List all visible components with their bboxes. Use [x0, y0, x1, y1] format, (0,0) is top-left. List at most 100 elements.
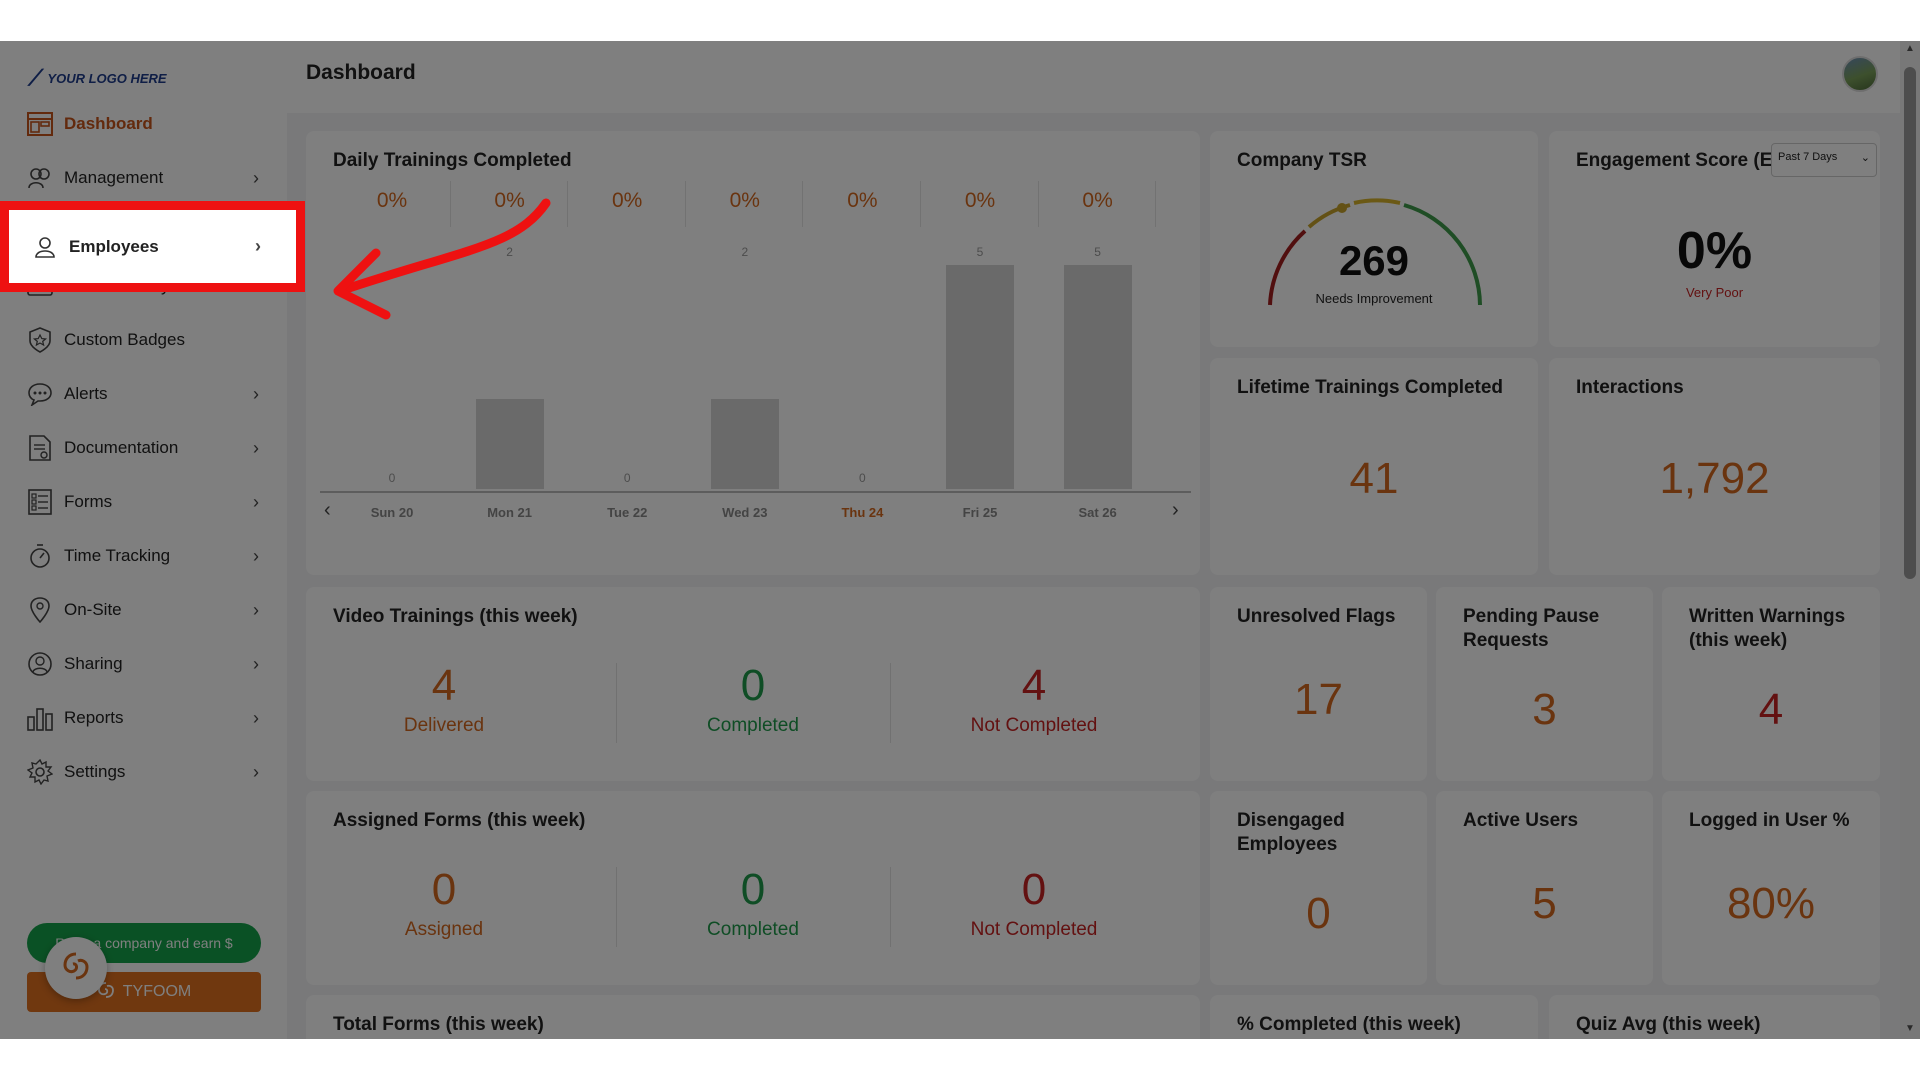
- tutorial-arrow-icon: [333, 198, 551, 320]
- sidebar-item-forms[interactable]: Forms ›: [0, 475, 287, 529]
- flags-value: 17: [1294, 675, 1343, 724]
- form-icon: [26, 488, 54, 516]
- sidebar-item-documentation[interactable]: Documentation ›: [0, 421, 287, 475]
- x-tick-label[interactable]: Sun 20: [370, 505, 414, 520]
- location-pin-icon: [26, 596, 54, 624]
- card-title: Daily Trainings Completed: [333, 150, 572, 171]
- chevron-right-icon: ›: [253, 384, 259, 404]
- card-title: Logged in User %: [1689, 810, 1850, 831]
- unresolved-flags-card: Unresolved Flags 17: [1210, 587, 1427, 781]
- bar[interactable]: [1063, 265, 1132, 489]
- tsr-label: Needs Improvement: [1315, 291, 1433, 306]
- top-bar: Dashboard: [287, 41, 1920, 113]
- sidebar-item-label: Management: [64, 168, 164, 187]
- x-tick-label[interactable]: Tue 22: [607, 505, 648, 520]
- company-logo[interactable]: ⟋ YOUR LOGO HERE: [28, 65, 167, 91]
- chevron-right-icon: ›: [253, 492, 259, 512]
- logo-text: YOUR LOGO HERE: [47, 70, 167, 86]
- card-title: Active Users: [1463, 810, 1579, 831]
- sidebar-item-dashboard[interactable]: Dashboard: [0, 97, 287, 151]
- chevron-right-icon: ›: [253, 654, 259, 674]
- logged-in-value: 80%: [1726, 879, 1816, 928]
- avatar[interactable]: [1842, 56, 1878, 92]
- sidebar-item-custom-badges[interactable]: Custom Badges: [0, 313, 287, 367]
- card-title: Total Forms (this week): [333, 1014, 544, 1035]
- sidebar-item-label: Forms: [64, 492, 113, 511]
- sidebar-item-label: Reports: [64, 708, 124, 727]
- bar-value-label: 2: [741, 245, 749, 259]
- bar[interactable]: [946, 265, 1014, 489]
- card-title: Pending Pause Requests: [1463, 606, 1600, 651]
- sidebar: ⟋ YOUR LOGO HERE Dashboard Management ›: [0, 41, 287, 1039]
- sidebar-item-alerts[interactable]: Alerts ›: [0, 367, 287, 421]
- chevron-right-icon: ›: [253, 708, 259, 728]
- bar-value-label: 5: [1094, 245, 1101, 259]
- sidebar-item-time-tracking[interactable]: Time Tracking ›: [0, 529, 287, 583]
- warnings-value: 4: [1758, 685, 1784, 734]
- sidebar-item-label: Sharing: [64, 654, 123, 673]
- engagement-card: Engagement Score (E Past 7 Days ⌄ 0% Ver…: [1549, 131, 1880, 347]
- stat-divider: [616, 867, 617, 947]
- page-scrollbar[interactable]: ▲ ▼: [1900, 41, 1920, 1039]
- x-tick-label[interactable]: Sat 26: [1078, 505, 1117, 520]
- chart-axis: [320, 491, 1191, 493]
- bar-value-label: 5: [976, 245, 984, 259]
- sidebar-item-label: Custom Badges: [64, 330, 185, 349]
- engagement-value: 0%: [1676, 222, 1753, 280]
- users-icon: [26, 164, 54, 192]
- x-tick-label[interactable]: Thu 24: [841, 505, 884, 520]
- sidebar-item-settings[interactable]: Settings ›: [0, 745, 287, 799]
- percent-divider: [920, 181, 921, 227]
- pause-value: 3: [1532, 685, 1557, 734]
- sidebar-item-reports[interactable]: Reports ›: [0, 691, 287, 745]
- sidebar-item-management[interactable]: Management ›: [0, 151, 287, 205]
- assigned-forms-card: Assigned Forms (this week) 0 Assigned 0 …: [306, 791, 1200, 985]
- tyfoom-logo-icon: [61, 951, 91, 986]
- stat-divider: [890, 663, 891, 743]
- percent-label: 0%: [1082, 189, 1113, 212]
- not-completed-label: Not Completed: [970, 715, 1098, 736]
- highlighted-label: Employees: [69, 236, 159, 256]
- gear-icon: [26, 758, 54, 786]
- engagement-label: Very Poor: [1685, 285, 1744, 300]
- x-tick-label[interactable]: Mon 21: [487, 505, 532, 520]
- x-tick-label[interactable]: Fri 25: [962, 505, 998, 520]
- bar[interactable]: [475, 399, 544, 489]
- percent-divider: [684, 181, 686, 227]
- lifetime-value: 41: [1349, 454, 1399, 503]
- interactions-card: Interactions 1,792: [1549, 358, 1880, 575]
- sidebar-item-sharing[interactable]: Sharing ›: [0, 637, 287, 691]
- sidebar-item-on-site[interactable]: On-Site ›: [0, 583, 287, 637]
- page-title: Dashboard: [306, 61, 416, 84]
- not-completed-value: 4: [1021, 661, 1047, 710]
- help-chat-button[interactable]: [45, 937, 107, 999]
- app-frame: ⟋ YOUR LOGO HERE Dashboard Management ›: [0, 41, 1920, 1039]
- forms-completed-label: Completed: [707, 919, 799, 940]
- date-range-select[interactable]: Past 7 Days ⌄: [1771, 143, 1877, 177]
- sidebar-item-label: On-Site: [64, 600, 122, 619]
- card-title: Quiz Avg (this week): [1576, 1014, 1761, 1035]
- written-warnings-card: Written Warnings (this week) 4: [1662, 587, 1880, 781]
- x-tick-label[interactable]: Wed 23: [722, 505, 768, 520]
- card-title: Unresolved Flags: [1237, 606, 1396, 627]
- forms-not-completed-value: 0: [1021, 865, 1047, 914]
- scrollbar-thumb[interactable]: [1904, 67, 1916, 579]
- percent-label: 0%: [964, 189, 996, 212]
- forms-not-completed-label: Not Completed: [970, 919, 1098, 940]
- percent-divider: [802, 181, 804, 227]
- chevron-right-icon: ›: [253, 762, 259, 782]
- video-trainings-card: Video Trainings (this week) 4 Delivered …: [306, 587, 1200, 781]
- bar[interactable]: [710, 399, 779, 489]
- assigned-label: Assigned: [404, 919, 484, 940]
- scroll-down-icon[interactable]: ▼: [1905, 1023, 1915, 1034]
- highlighted-sidebar-item-employees[interactable]: Employees ›: [0, 201, 305, 292]
- share-icon: [26, 650, 54, 678]
- disengaged-value: 0: [1306, 889, 1331, 938]
- chevron-left-icon[interactable]: ‹: [324, 499, 331, 521]
- sidebar-item-label: Settings: [64, 762, 126, 781]
- completed-value: 0: [740, 661, 766, 710]
- interactions-value: 1,792: [1659, 454, 1770, 503]
- chevron-right-icon[interactable]: ›: [1172, 499, 1179, 521]
- percent-label: 0%: [612, 189, 643, 212]
- scroll-up-icon[interactable]: ▲: [1905, 43, 1915, 54]
